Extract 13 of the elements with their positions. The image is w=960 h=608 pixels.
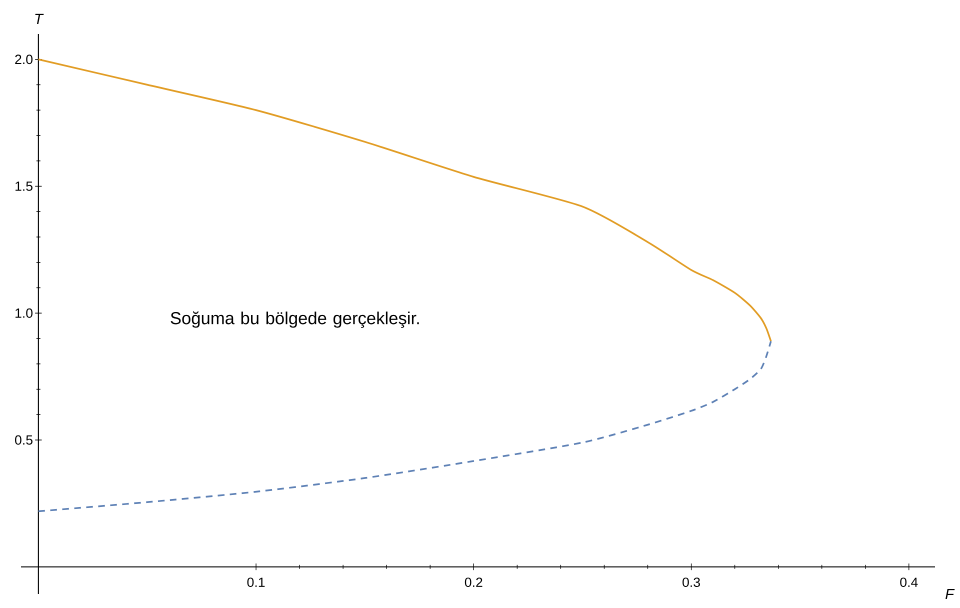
x-axis-title: F (946, 588, 955, 600)
y-tick-label: 1.5 (16, 182, 32, 191)
x-tick-label: 0.1 (247, 578, 265, 587)
line-series (38, 58, 772, 342)
y-tick-label: 2.0 (15, 54, 33, 64)
annotation: Soğuma bu bölgede gerçekleşir. (170, 311, 419, 328)
line-series (38, 340, 772, 512)
x-tick-label: 0.4 (900, 578, 918, 587)
x-tick-label: 0.2 (464, 578, 482, 587)
y-tick-label: 1.0 (16, 308, 33, 318)
y-tick-label: 0.5 (15, 435, 32, 445)
y-axis-title: T (35, 14, 44, 24)
x-tick-label: 0.3 (682, 578, 700, 587)
